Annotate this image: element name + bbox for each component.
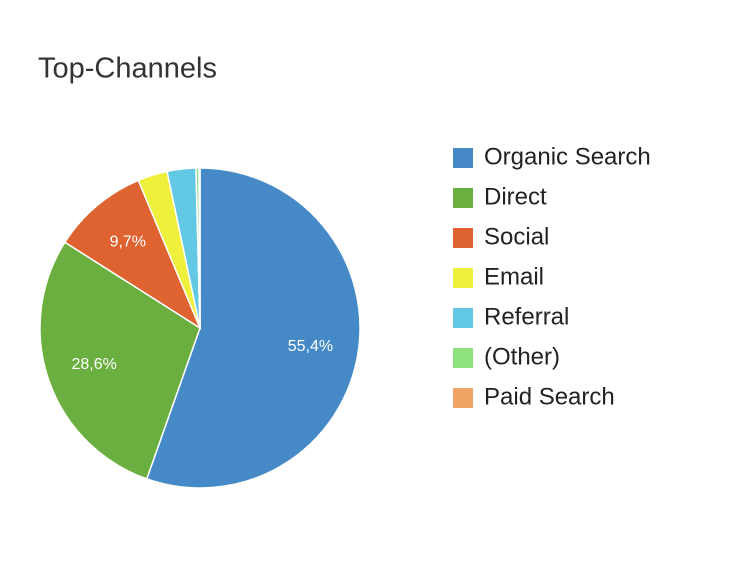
legend-label: Paid Search: [484, 383, 615, 410]
legend-label: Organic Search: [484, 143, 651, 170]
legend-swatch: [453, 348, 473, 368]
pie-slice: [63, 179, 202, 330]
legend-label: Social: [484, 223, 549, 250]
chart-title: Top-Channels: [38, 53, 217, 85]
legend-label: Email: [484, 263, 544, 290]
legend-label: Referral: [484, 303, 569, 330]
legend-swatch: [453, 388, 473, 408]
legend-swatch: [453, 228, 473, 248]
value-label: 28,6%: [71, 356, 116, 373]
pie-slice: [39, 241, 201, 480]
pie-slice: [198, 167, 201, 329]
legend-swatch: [453, 188, 473, 208]
legend-swatch: [453, 308, 473, 328]
legend-swatch: [453, 268, 473, 288]
value-label: 55,4%: [288, 338, 333, 355]
legend-swatch: [453, 148, 473, 168]
value-label: 9,7%: [110, 234, 146, 251]
legend-label: Direct: [484, 183, 547, 210]
legend-label: (Other): [484, 343, 560, 370]
